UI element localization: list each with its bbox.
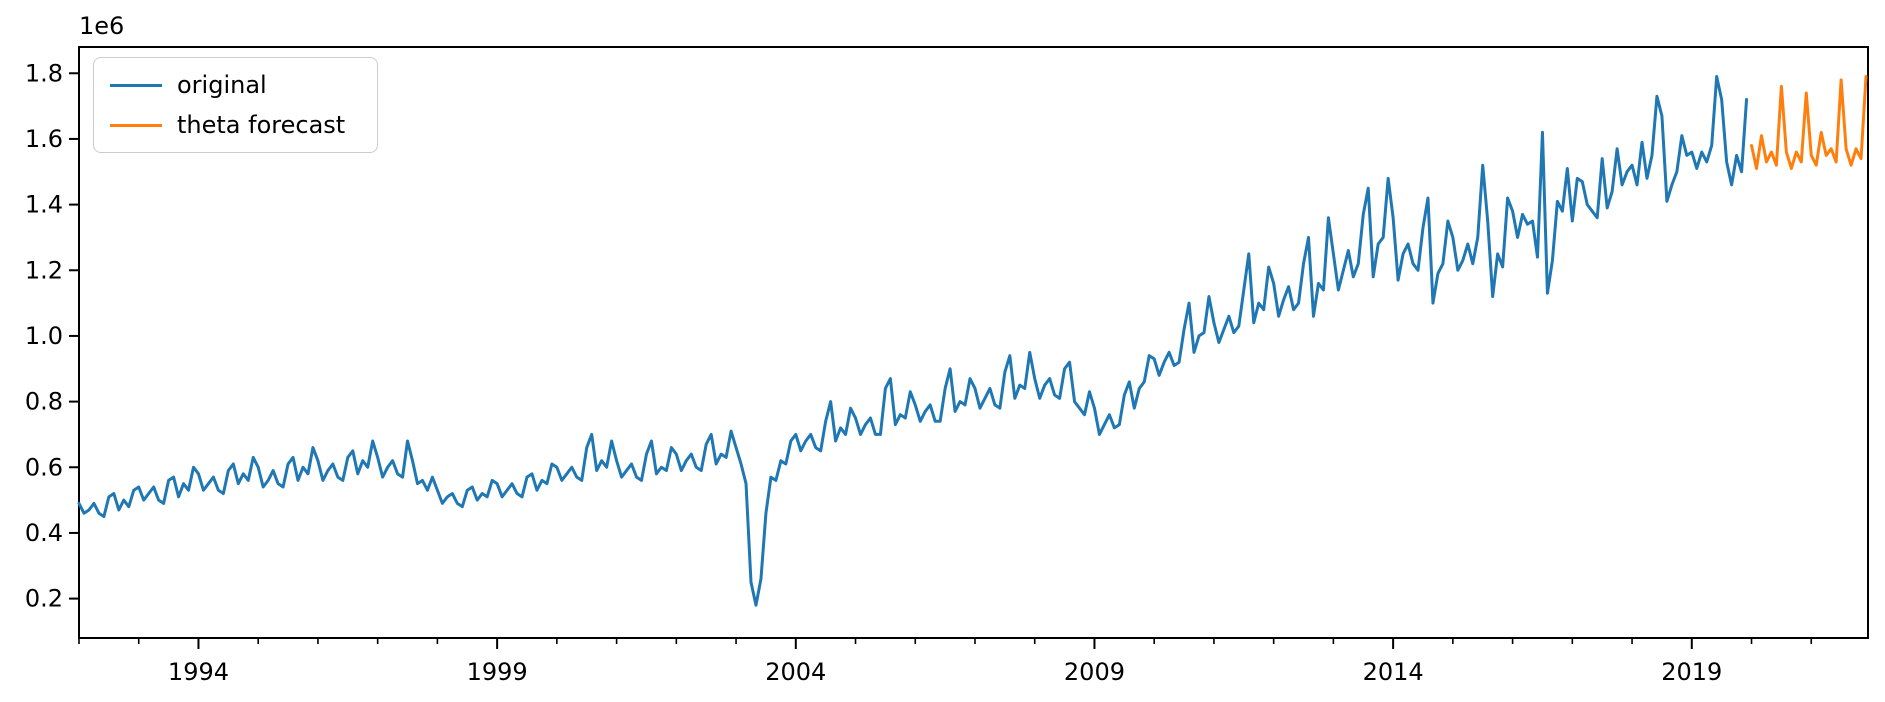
- y-tick-label: 1.6: [25, 125, 63, 153]
- x-tick-label: 1994: [168, 658, 229, 686]
- y-tick-label: 1.2: [25, 256, 63, 284]
- x-tick-label: 2014: [1363, 658, 1424, 686]
- legend-label-theta-forecast: theta forecast: [177, 111, 346, 139]
- legend-label-original: original: [177, 71, 267, 99]
- x-tick-label: 1999: [467, 658, 528, 686]
- y-tick-label: 1.0: [25, 322, 63, 350]
- legend-entry-original: original: [110, 71, 361, 99]
- y-tick-label: 0.2: [25, 585, 63, 613]
- series-line-original: [77, 75, 1749, 607]
- y-tick-label: 0.8: [25, 388, 63, 416]
- x-tick-label: 2019: [1661, 658, 1722, 686]
- x-tick-label: 2004: [765, 658, 826, 686]
- y-tick-label: 0.6: [25, 453, 63, 481]
- series-line-theta-forecast: [1750, 75, 1868, 170]
- y-tick-label: 0.4: [25, 519, 63, 547]
- legend-entry-theta-forecast: theta forecast: [110, 111, 361, 139]
- legend-line-swatch-original: [110, 83, 162, 87]
- y-tick-label: 1.8: [25, 59, 63, 87]
- x-tick-label: 2009: [1064, 658, 1125, 686]
- y-axis-offset-label: 1e6: [79, 12, 125, 40]
- y-tick-label: 1.4: [25, 191, 63, 219]
- legend: original theta forecast: [93, 57, 378, 153]
- legend-line-swatch-theta-forecast: [110, 123, 162, 127]
